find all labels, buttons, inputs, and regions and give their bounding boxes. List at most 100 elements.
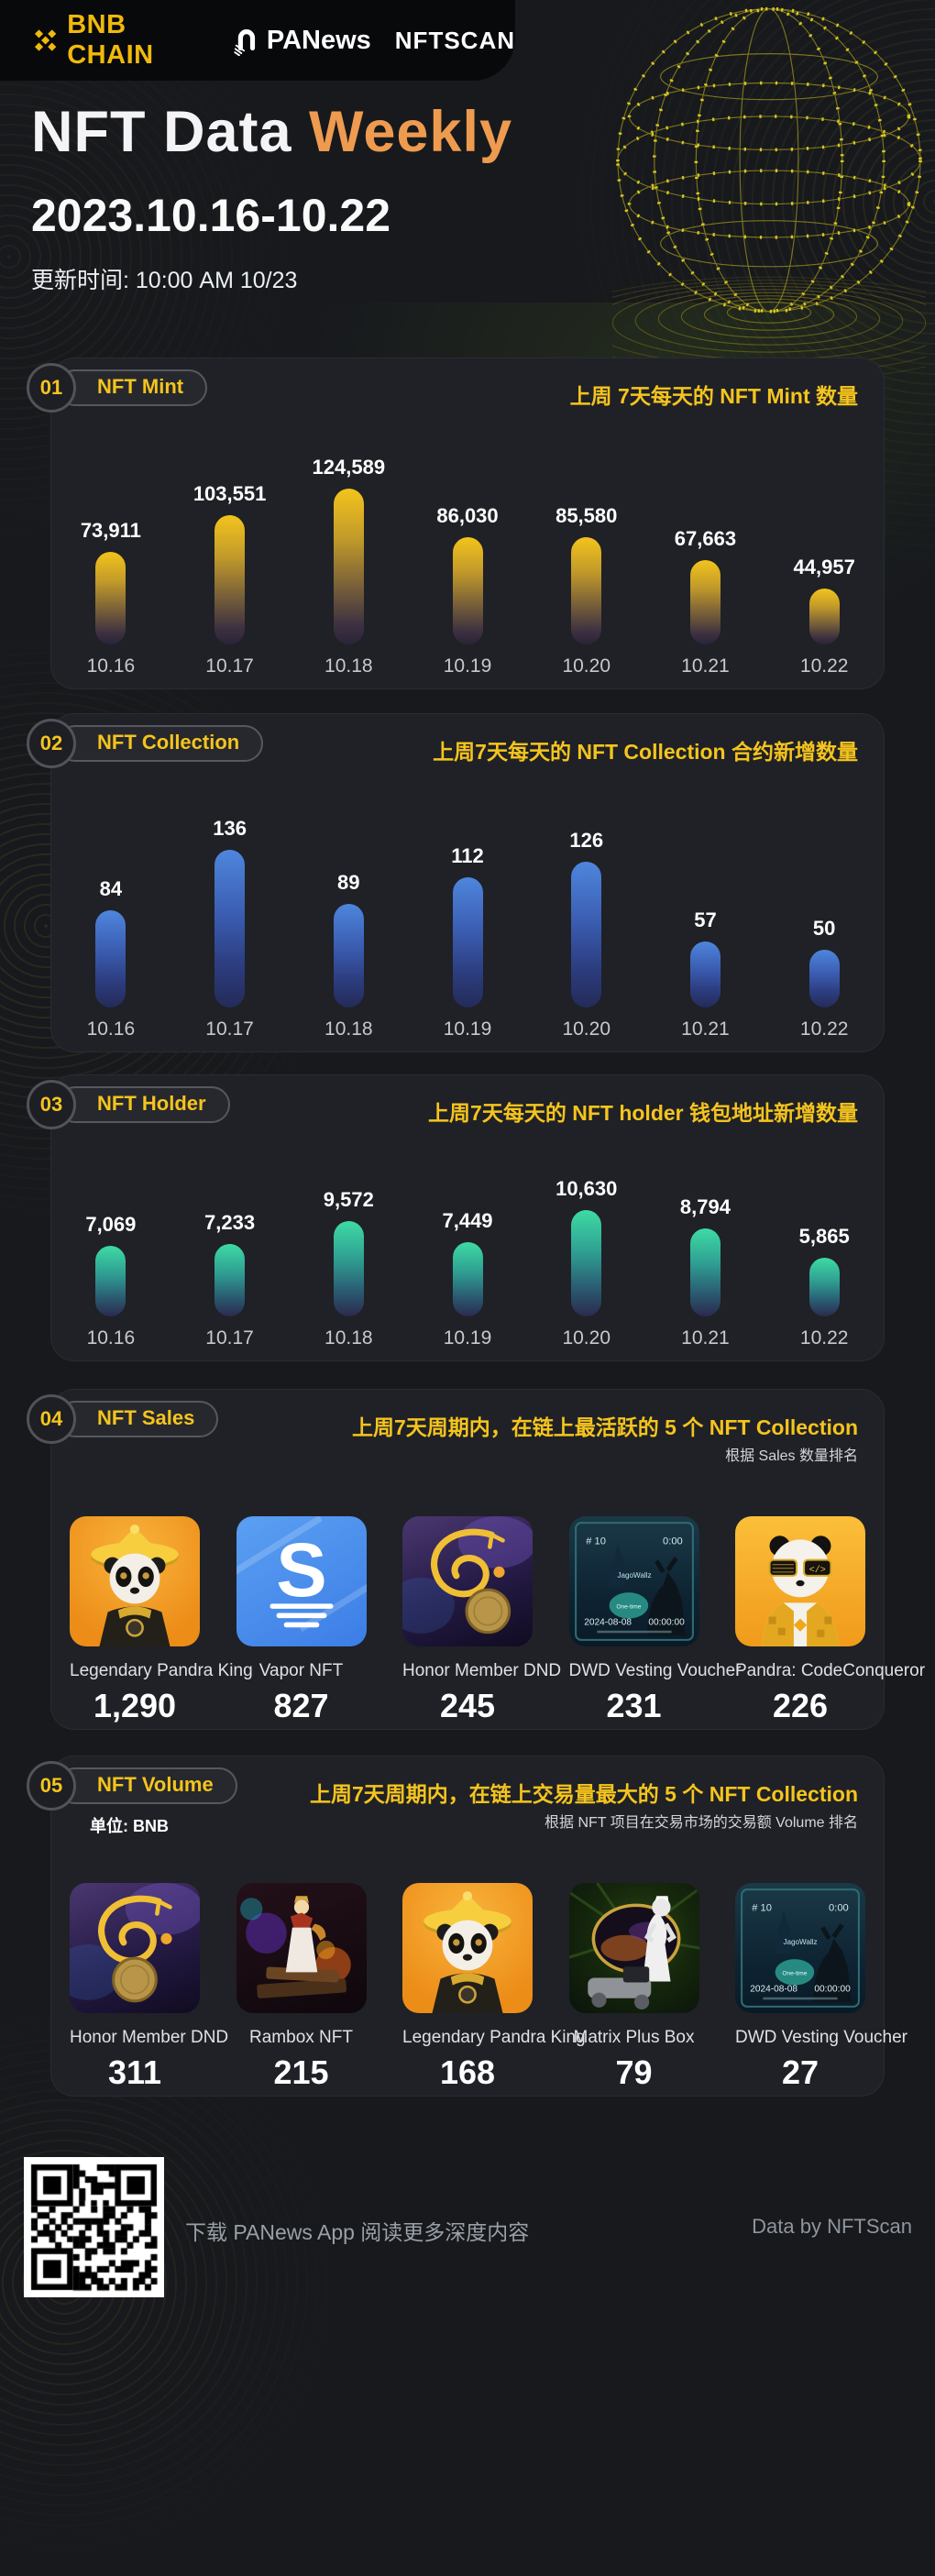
update-time: 更新时间: 10:00 AM 10/23 [31, 268, 298, 293]
footer-note: 下载 PANews App 阅读更多深度内容 [185, 2220, 530, 2244]
dwd-number: # 10 [586, 1536, 606, 1547]
x-axis-label: 10.17 [205, 1327, 254, 1349]
section-number-badge: 05 [27, 1761, 76, 1811]
dwd-time: 00:00:00 [648, 1618, 685, 1628]
panews-logo: PANews [232, 25, 371, 56]
nft-volume-amount: 79 [615, 2053, 653, 2091]
nft-holder-bar-chart: 7,069 10.16 7,233 10.17 9,572 10.18 7,449 10.19… [51, 1177, 884, 1349]
bar-value-label: 7,449 [442, 1209, 493, 1232]
x-axis-label: 10.19 [443, 1327, 492, 1349]
bar-mint-10.17 [214, 515, 246, 644]
nft-card-dwd-vesting-voucher: # 10 0:00 JagoWallz One-time 2024-08-08 … [568, 1516, 742, 1725]
bar-value-label: 8,794 [679, 1195, 731, 1218]
bar-holder-10.16 [95, 1246, 126, 1316]
section-caption: 上周7天周期内，在链上交易量最大的 5 个 NFT Collection [309, 1782, 858, 1806]
bar-collection-10.20 [571, 862, 602, 1007]
bar-mint-10.20 [571, 537, 602, 644]
bar-mint-10.16 [95, 552, 126, 644]
nft-sales-count: 1,290 [93, 1687, 177, 1724]
section-label: NFT Sales [57, 1401, 219, 1437]
x-axis-label: 10.16 [86, 655, 136, 677]
bar-value-label: 10,630 [556, 1177, 618, 1200]
vapor-art: S [236, 1516, 367, 1633]
chart-column-10.19: 7,449 10.19 [408, 1177, 527, 1349]
nft-thumbnail-matrix-plus-box [568, 1883, 699, 2013]
bar-holder-10.20 [571, 1210, 602, 1316]
x-axis-label: 10.20 [562, 1018, 611, 1040]
chart-column-10.17: 136 10.17 [170, 817, 290, 1040]
chart-column-10.17: 7,233 10.17 [170, 1177, 290, 1349]
chart-column-10.18: 124,589 10.18 [289, 456, 408, 677]
section-nft-holder: 03 NFT Holder 上周7天每天的 NFT holder 钱包地址新增数… [27, 1074, 885, 1361]
nft-thumbnail-rambox-nft [236, 1883, 367, 2013]
x-axis-label: 10.18 [324, 1018, 373, 1040]
bar-holder-10.18 [333, 1221, 364, 1316]
section-caption: 上周 7天每天的 NFT Mint 数量 [569, 384, 858, 408]
x-axis-label: 10.21 [681, 655, 730, 677]
bar-collection-10.16 [95, 910, 126, 1007]
bar-value-label: 44,957 [793, 556, 855, 578]
bar-value-label: 85,580 [556, 504, 618, 527]
nft-card-dwd-vesting-voucher: # 10 0:00 JagoWallz One-time 2024-08-08 … [735, 1883, 908, 2092]
chart-column-10.16: 7,069 10.16 [51, 1177, 170, 1349]
chart-column-10.21: 67,663 10.21 [646, 456, 765, 677]
x-axis-label: 10.20 [562, 655, 611, 677]
bar-value-label: 136 [213, 817, 247, 840]
bar-value-label: 103,551 [192, 482, 267, 505]
nft-volume-amount: 311 [107, 2053, 162, 2091]
section-subcaption: 根据 NFT 项目在交易市场的交易额 Volume 排名 [544, 1815, 858, 1831]
section-number-badge: 01 [27, 363, 76, 413]
dnd-dragon-art [70, 1883, 200, 2003]
chart-column-10.18: 9,572 10.18 [289, 1177, 408, 1349]
nft-volume-amount: 215 [273, 2053, 329, 2091]
bnb-chain-logo-text: BNB CHAIN [67, 10, 154, 70]
nft-thumbnail-vapor-nft: S [236, 1516, 367, 1646]
nft-volume-amount: 27 [781, 2053, 820, 2091]
rambox-art [239, 1896, 351, 1998]
nft-card-matrix-plus-box: Matrix Plus Box 79 [568, 1883, 699, 2092]
nft-card-honor-member-dnd: Honor Member DND 245 [402, 1516, 561, 1725]
pandra-king-art [424, 1891, 512, 2013]
chart-column-10.21: 8,794 10.21 [646, 1177, 765, 1349]
bar-holder-10.22 [808, 1258, 840, 1316]
nft-name: DWD Vesting Voucher [735, 2028, 908, 2047]
chart-column-10.21: 57 10.21 [646, 817, 765, 1040]
section-nft-sales: 04 NFT Sales 上周7天周期内，在链上最活跃的 5 个 NFT Col… [27, 1389, 925, 1730]
bar-value-label: 7,069 [85, 1213, 137, 1236]
section-nft-mint: 01 NFT Mint 上周 7天每天的 NFT Mint 数量 73,911 1… [27, 358, 885, 689]
chart-column-10.16: 84 10.16 [51, 817, 170, 1040]
nft-name: DWD Vesting Voucher [568, 1661, 742, 1680]
nft-name: Legendary Pandra King [70, 1661, 253, 1680]
nft-sales-count: 827 [273, 1687, 329, 1724]
nft-thumbnail-dwd-vesting-voucher: # 10 0:00 JagoWallz One-time 2024-08-08 … [568, 1516, 699, 1646]
dnd-dragon-art [402, 1516, 533, 1635]
nft-thumbnail-honor-member-dnd [70, 1883, 200, 2013]
x-axis-label: 10.22 [799, 655, 849, 677]
x-axis-label: 10.16 [86, 1327, 136, 1349]
pandra-king-art [91, 1525, 179, 1646]
x-axis-label: 10.20 [562, 1327, 611, 1349]
nft-card-rambox-nft: Rambox NFT 215 [236, 1883, 367, 2092]
nft-thumbnail-pandra-codeconqueror: </> [735, 1516, 865, 1646]
bar-mint-10.22 [808, 589, 840, 644]
bar-mint-10.19 [452, 537, 483, 644]
bar-value-label: 50 [812, 917, 836, 940]
bar-mint-10.21 [689, 560, 720, 644]
nft-card-honor-member-dnd: Honor Member DND 311 [70, 1883, 229, 2092]
date-range: 2023.10.16-10.22 [31, 190, 391, 241]
nft-name: Honor Member DND [70, 2028, 229, 2047]
x-axis-label: 10.16 [86, 1018, 136, 1040]
dwd-voucher-art: # 10 0:00 JagoWallz One-time 2024-08-08 … [574, 1522, 694, 1641]
bar-value-label: 73,911 [80, 519, 141, 542]
bar-value-label: 9,572 [323, 1188, 374, 1211]
chart-column-10.19: 86,030 10.19 [408, 456, 527, 677]
section-label: NFT Holder [57, 1086, 230, 1123]
chart-column-10.22: 50 10.22 [764, 817, 884, 1040]
dwd-number: # 10 [752, 1902, 772, 1913]
qr-code [24, 2157, 164, 2297]
bnb-chain-icon [34, 29, 57, 51]
bnb-chain-logo: BNB CHAIN [31, 10, 208, 71]
nft-mint-bar-chart: 73,911 10.16 103,551 10.17 124,589 10.18 86,03… [51, 456, 884, 677]
bar-value-label: 89 [337, 871, 360, 894]
x-axis-label: 10.17 [205, 1018, 254, 1040]
